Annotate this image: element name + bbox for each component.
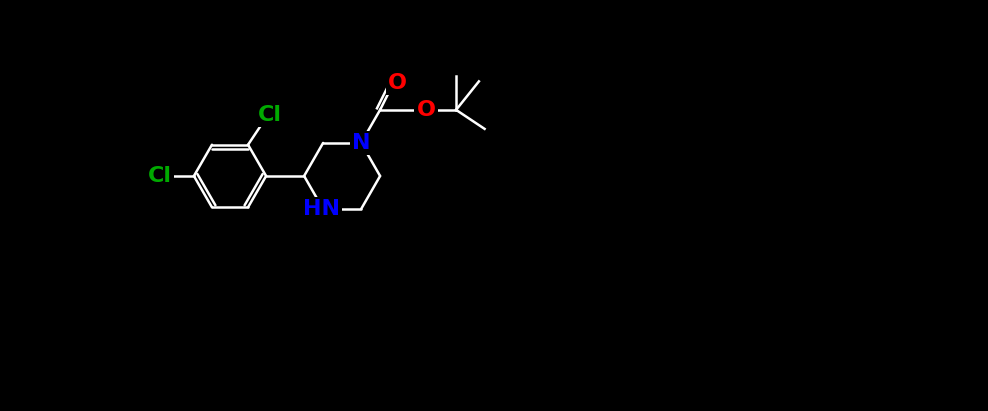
Text: Cl: Cl [258, 105, 282, 125]
Text: O: O [417, 100, 436, 120]
Text: N: N [352, 133, 370, 153]
Text: O: O [388, 73, 407, 93]
Text: HN: HN [302, 199, 340, 219]
Text: Cl: Cl [148, 166, 172, 186]
